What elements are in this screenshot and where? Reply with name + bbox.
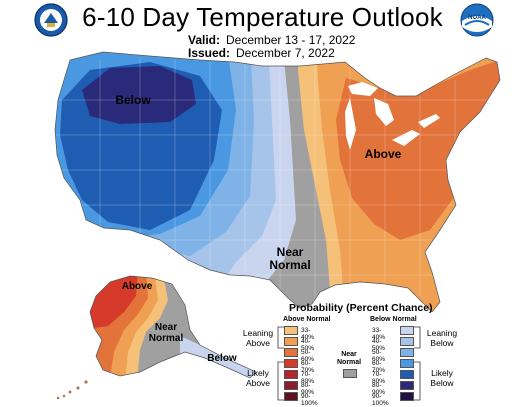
legend-below-header: Below Normal [370,316,417,323]
valid-label: Valid: [188,33,221,47]
legend-swatch-above [284,370,298,379]
legend-swatch-below [400,337,414,346]
legend-swatch-above [284,381,298,390]
leaning-above-line1: Leaning [242,328,274,338]
issued-value: December 7, 2022 [236,46,335,60]
label-alaska-below: Below [207,353,237,364]
legend-swatch-near [343,369,357,378]
legend-swatch-above [284,337,298,346]
legend-title: Probability (Percent Chance) [289,302,433,314]
legend-below-range: 50-60% [372,349,386,363]
legend-near-header: Near Normal [337,351,361,367]
label-west-below: Below [115,93,151,107]
legend-swatch-below [400,370,414,379]
legend-leaning-below: Leaning Below [424,328,460,348]
noaa-logo-icon [460,3,494,37]
legend-below-brackets [414,326,421,401]
legend-leaning-above: Leaning Above [240,328,276,348]
legend-likely-below: Likely Below [424,368,460,388]
leaning-below-line1: Leaning [426,328,458,338]
noaa-logo-text: NOAA [468,15,486,21]
leaning-below-line2: Below [430,338,454,348]
legend-above-range: 50-60% [301,349,315,363]
likely-above-line1: Likely [247,368,269,378]
legend-below-range: 90-100% [372,393,389,407]
valid-dates: Valid: December 13 - 17, 2022 [188,33,355,47]
page-title: 6-10 Day Temperature Outlook [82,2,443,32]
legend-below-range: 40-50% [372,338,386,352]
legend-swatch-below [400,348,414,357]
legend-swatch-below [400,392,414,401]
legend-above-range: 40-50% [301,338,315,352]
legend-near-line2: Normal [337,359,362,366]
legend-swatch-above [284,348,298,357]
legend-rows: 33-40% 33-40% 40-50% 40-50% 50-60% 50-60… [284,326,414,407]
legend-swatch-below [400,359,414,368]
legend-swatch-above [284,359,298,368]
label-east-above: Above [364,147,402,161]
commerce-seal-icon [34,3,68,37]
great-lakes [345,82,440,150]
aleutian-islands [56,380,88,400]
legend-swatch-below [400,381,414,390]
valid-value: December 13 - 17, 2022 [226,33,356,47]
label-alaska-above: Above [121,281,153,292]
likely-above-line2: Above [245,378,271,388]
label-alaska-near-normal: Near Normal [143,322,189,344]
legend-swatch-above [284,326,298,335]
ak-near-line1: Near [154,322,178,333]
legend-above-range: 80-90% [301,382,315,396]
ak-near-line2: Normal [148,333,184,344]
legend-above-header: Above Normal [283,316,331,323]
legend-above-range: 33-40% [301,327,315,341]
likely-below-line1: Likely [431,368,453,378]
legend-swatch-below [400,326,414,335]
near-normal-line2: Normal [269,258,311,272]
legend-above-range: 60-70% [301,360,315,374]
legend-swatch-above [284,392,298,401]
legend-likely-above: Likely Above [240,368,276,388]
likely-below-line2: Below [430,378,454,388]
conus-outline [54,51,501,313]
alaska-outline [89,275,257,379]
label-central-near-normal: Near Normal [262,246,318,272]
legend-above-brackets [277,326,284,401]
issued-label: Issued: [188,46,231,60]
legend-above-range: 90-100% [301,393,318,407]
leaning-above-line2: Above [245,338,271,348]
legend-below-range: 70-80% [372,371,386,385]
near-normal-line1: Near [276,245,304,259]
legend-below-range: 33-40% [372,327,386,341]
issued-date: Issued: December 7, 2022 [188,46,335,60]
legend-below-range: 80-90% [372,382,386,396]
legend-above-range: 70-80% [301,371,315,385]
legend-near-line1: Near [341,351,357,358]
legend-below-range: 60-70% [372,360,386,374]
